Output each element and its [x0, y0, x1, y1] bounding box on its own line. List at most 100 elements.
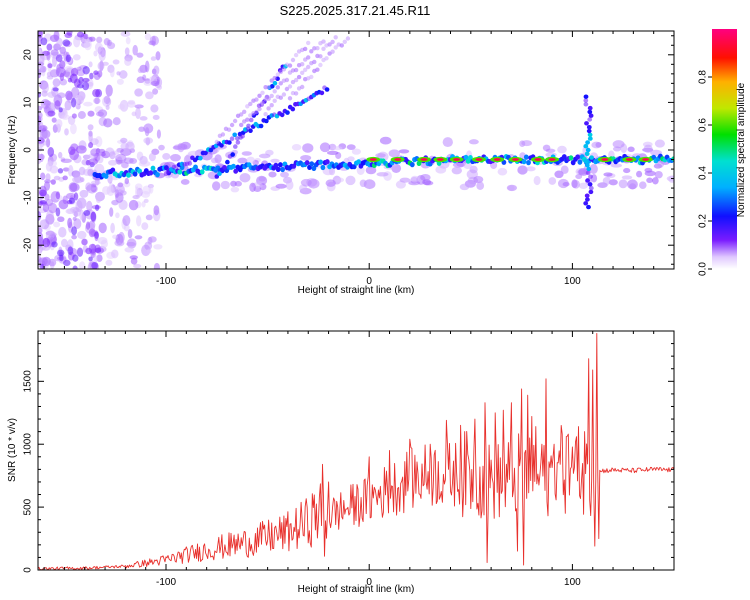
spectrogram-spike-cell [587, 182, 593, 187]
spectrogram-halo-cell [69, 182, 80, 192]
spectrogram-band-cell [671, 156, 674, 162]
spectrogram-noise-cell [73, 36, 81, 48]
spectrogram-noise-cell [39, 199, 47, 205]
spectrogram-noise-cell [53, 31, 60, 41]
spectrogram-y-tick-label: 0 [23, 147, 34, 153]
spectrogram-noise-cell [105, 104, 110, 110]
spectrogram-noise-cell [85, 221, 91, 230]
spectrogram-x-tick-label: 100 [564, 276, 581, 287]
spectrogram-halo-cell [621, 175, 633, 180]
snr-series-line [38, 333, 674, 570]
spectrogram-noise-cell [137, 67, 143, 74]
spectrogram-trail-cell [300, 70, 305, 76]
spectrogram-band-cell [463, 154, 469, 160]
spectrogram-trail-cell [278, 69, 283, 75]
spectrogram-trail-cell [248, 128, 253, 133]
spectrogram-band-cell [409, 162, 415, 168]
spectrogram-noise-cell [126, 238, 137, 249]
spectrogram-noise-cell [91, 261, 99, 269]
snr-y-label: SNR (10 * v/v) [7, 418, 18, 482]
spectrogram-noise-cell [59, 254, 64, 262]
spectrogram-trail-cell [330, 49, 335, 54]
spectrogram-spike-cell [583, 102, 589, 107]
spectrogram-spike-cell [587, 105, 593, 111]
spectrogram-noise-cell [68, 197, 76, 204]
spectrogram-noise-cell [55, 191, 61, 200]
spectrogram-halo-cell [210, 157, 219, 164]
spectrogram-halo-cell [603, 172, 613, 177]
spectrogram-trail-cell [263, 112, 268, 117]
spectrogram-noise-cell [76, 247, 84, 257]
spectrogram-halo-cell [562, 181, 570, 187]
spectrogram-noise-cell [58, 151, 63, 159]
spectrogram-halo-cell [398, 149, 410, 154]
spectrogram-noise-cell [109, 181, 114, 193]
spectrogram-trail-cell [254, 109, 259, 115]
spectrogram-band-cell [318, 159, 323, 165]
spectrogram-noise-cell [58, 199, 69, 210]
spectrogram-trail-cell [333, 45, 338, 50]
spectrogram-halo-cell [533, 175, 541, 186]
spectrogram-noise-cell [51, 241, 58, 248]
spectrogram-noise-cell [64, 100, 72, 111]
spectrogram-noise-cell [111, 249, 119, 259]
spectrogram-hot-cell [512, 158, 519, 161]
spectrogram-noise-cell [102, 185, 111, 195]
spectrogram-halo-cell [326, 150, 339, 156]
spectrogram-trail-cell [309, 49, 314, 54]
spectrogram-halo-cell [376, 172, 389, 177]
spectrogram-noise-cell [72, 216, 77, 221]
spectrogram-noise-cell [67, 217, 73, 229]
colorbar-label: Normalized spectral amplitude [736, 82, 747, 217]
spectrogram-trail-cell [214, 139, 219, 145]
spectrogram-noise-cell [55, 54, 63, 63]
spectrogram-halo-cell [469, 165, 478, 174]
spectrogram-spike-cell [588, 189, 594, 195]
spectrogram-halo-cell [300, 178, 312, 187]
spectrogram-trail-cell [245, 104, 250, 109]
spectrogram-noise-cell [94, 244, 101, 253]
spectrogram-halo-cell [629, 183, 637, 190]
spectrogram-noise-cell [60, 238, 68, 248]
spectrogram-halo-cell [591, 141, 602, 149]
spectrogram-noise-cell [79, 209, 84, 221]
spectrogram-noise-cell [57, 168, 64, 174]
spectrogram-trail-cell [287, 63, 293, 68]
spectrogram-halo-cell [170, 153, 181, 162]
spectrogram-halo-cell [138, 160, 151, 167]
spectrogram-noise-cell [54, 100, 61, 110]
spectrogram-trail-cell [306, 55, 311, 60]
spectrogram-noise-cell [88, 256, 93, 262]
spectrogram-halo-cell [627, 146, 635, 153]
spectrogram-noise-cell [83, 101, 93, 107]
spectrogram-trail-cell [240, 133, 245, 139]
spectrogram-noise-cell [48, 102, 56, 114]
spectrogram-noise-cell [122, 215, 131, 226]
spectrogram-noise-cell [59, 60, 66, 69]
spectrogram-halo-cell [459, 183, 470, 191]
spectrogram-halo-cell [275, 183, 287, 189]
spectrogram-band-cell [125, 172, 131, 178]
spectrogram-noise-cell [117, 103, 125, 110]
spectrogram-noise-cell [43, 181, 51, 191]
spectrogram-noise-cell [42, 50, 50, 56]
spectrogram-trail-cell [275, 85, 280, 90]
spectrogram-noise-cell [45, 138, 51, 148]
spectrogram-noise-cell [48, 202, 58, 214]
spectrogram-noise-cell [147, 236, 153, 245]
spectrogram-noise-cell [56, 249, 65, 257]
spectrogram-halo-cell [105, 147, 115, 157]
spectrogram-trail-cell [229, 122, 235, 128]
spectrogram-marks [38, 31, 674, 269]
spectrogram-trail-cell [257, 106, 262, 112]
spectrogram-halo-cell [258, 153, 271, 159]
spectrogram-halo-cell [249, 182, 256, 193]
spectrogram-trail-cell [266, 85, 271, 90]
spectrogram-noise-cell [59, 72, 65, 82]
spectrogram-halo-cell [589, 164, 598, 174]
spectrogram-trail-cell [203, 150, 208, 156]
spectrogram-trail-cell [198, 155, 203, 161]
spectrogram-halo-cell [643, 144, 653, 154]
spectrogram-halo-cell [211, 181, 221, 191]
